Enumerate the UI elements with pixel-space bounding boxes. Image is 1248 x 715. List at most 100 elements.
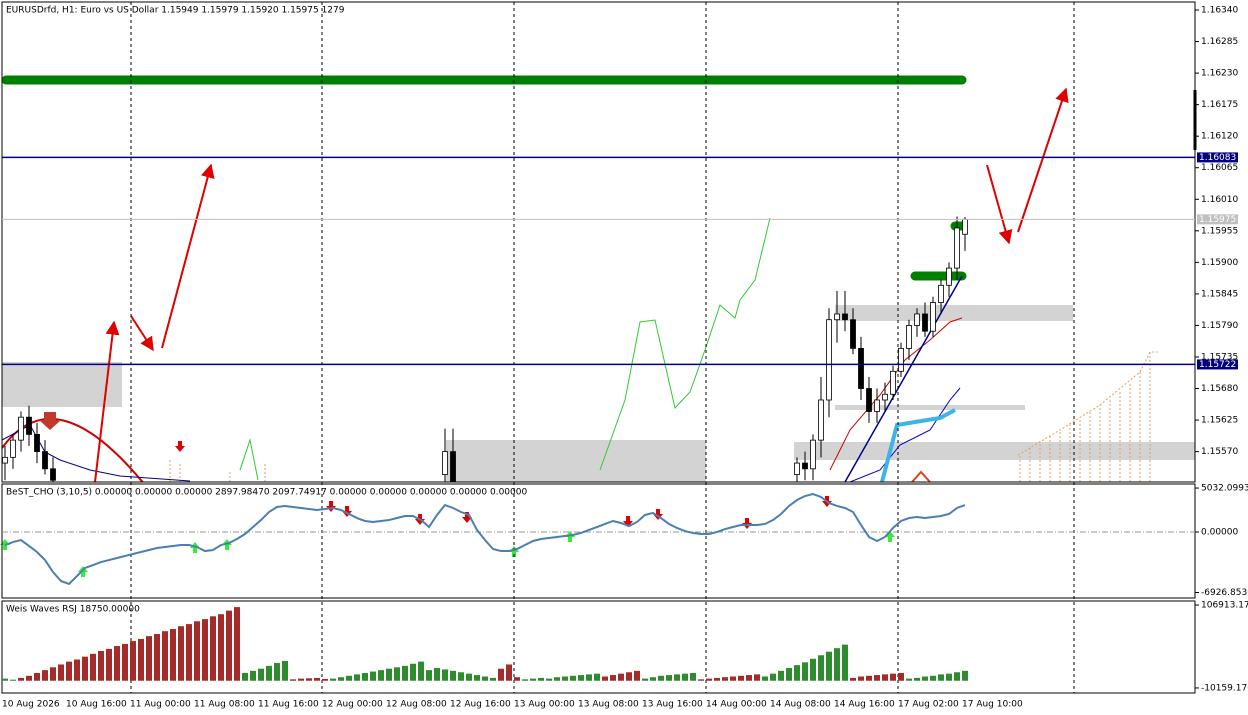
- last-price-tag: [1197, 214, 1238, 225]
- volume-bar: [170, 629, 176, 681]
- zone: [835, 305, 1073, 321]
- volume-bar: [658, 675, 664, 681]
- volume-bar: [178, 626, 184, 681]
- volume-bar: [402, 665, 408, 681]
- volume-bar: [594, 673, 600, 681]
- volume-bar: [810, 658, 816, 681]
- panel-title: EURUSDrfd, H1: Euro vs US Dollar 1.15949…: [6, 6, 345, 16]
- volume-bar: [706, 678, 712, 681]
- volume-bar: [874, 675, 880, 681]
- y-tick-label: 106913.170: [1201, 601, 1248, 611]
- price-series: [2, 216, 968, 482]
- x-tick-label: 14 Aug 00:00: [706, 700, 767, 710]
- volume-bar: [386, 668, 392, 681]
- volume-bar: [146, 636, 152, 681]
- volume-bar: [314, 677, 320, 681]
- price-panel: [1, 1, 1196, 483]
- volume-bar: [298, 678, 304, 681]
- volume-bar: [362, 672, 368, 681]
- volume-bar: [162, 631, 168, 681]
- volume-bar: [378, 670, 384, 681]
- y-tick-label: 0.00000: [1201, 528, 1238, 538]
- volume-bar: [570, 675, 576, 681]
- volume-bar: [602, 676, 608, 681]
- signal-arrow: [39, 412, 61, 430]
- y-tick-label: 1.16010: [1201, 195, 1238, 205]
- x-tick-label: 13 Aug 00:00: [514, 700, 575, 710]
- volume-bar: [42, 670, 48, 681]
- volume-bar: [410, 663, 416, 681]
- volume-bar: [258, 668, 264, 681]
- x-tick-label: 14 Aug 08:00: [770, 700, 831, 710]
- volume-bar: [82, 656, 88, 681]
- volume-bar: [514, 677, 520, 681]
- panel-title: BeST_CHO (3,10,5) 0.00000 0.00000 0.0000…: [6, 488, 527, 498]
- volume-bar: [10, 679, 16, 681]
- volume-bar: [674, 674, 680, 681]
- volume-bar: [290, 679, 296, 681]
- volume-bar: [50, 667, 56, 681]
- candle-body: [34, 434, 40, 453]
- signal-arrow: [911, 470, 931, 482]
- level-label: 1.16083: [1199, 153, 1236, 163]
- candle-body: [890, 370, 896, 395]
- volume-bar: [346, 675, 352, 681]
- candle-body: [26, 416, 32, 435]
- y-tick-label: 1.15845: [1201, 289, 1238, 299]
- volume-bar: [666, 675, 672, 681]
- volume-bar: [394, 667, 400, 681]
- candle-body: [794, 462, 800, 475]
- candle-body: [922, 313, 928, 332]
- volume-bar: [954, 672, 960, 681]
- volume-bar: [106, 648, 112, 681]
- candle-body: [858, 347, 864, 389]
- volume-bar: [210, 616, 216, 681]
- candle-body: [898, 347, 904, 372]
- zone: [835, 405, 1025, 410]
- y-tick-label: 1.16175: [1201, 100, 1238, 110]
- volume-bar: [578, 675, 584, 681]
- volume-bar: [186, 624, 192, 681]
- volume-bar: [946, 673, 952, 681]
- volume-bar: [586, 674, 592, 681]
- candle-body: [818, 399, 824, 441]
- volume-bar: [138, 638, 144, 681]
- volume-bar: [242, 672, 248, 681]
- volume-bar: [498, 668, 504, 681]
- indicator-line: [599, 217, 771, 471]
- zone: [2, 362, 122, 407]
- y-tick-label: 1.15680: [1201, 384, 1238, 394]
- y-tick-label: 1.16065: [1201, 163, 1238, 173]
- volume-bar: [234, 607, 240, 681]
- level-tag: [1197, 152, 1238, 163]
- y-tick-label: 1.16340: [1201, 6, 1238, 16]
- volume-bar: [330, 678, 336, 681]
- level-tag: [1197, 359, 1238, 370]
- volume-bar: [634, 670, 640, 681]
- volume-bar: [770, 673, 776, 681]
- volume-bar: [802, 662, 808, 681]
- x-tick-label: 13 Aug 16:00: [642, 700, 703, 710]
- y-tick-label: 1.15900: [1201, 258, 1238, 268]
- indicator-line: [829, 317, 963, 471]
- volume-bar: [938, 674, 944, 681]
- arrow: [1017, 87, 1069, 233]
- candle-body: [930, 302, 936, 332]
- candle-body: [802, 462, 808, 470]
- candle-body: [50, 468, 56, 481]
- volume-bar: [306, 678, 312, 681]
- candle-body: [42, 451, 48, 470]
- volume-bar: [250, 670, 256, 681]
- cloud: [169, 352, 1151, 482]
- last-price-label: 1.15975: [1199, 215, 1236, 225]
- candle-body: [850, 319, 856, 349]
- volume-bar: [202, 619, 208, 681]
- volume-bar: [66, 661, 72, 681]
- candle-body: [874, 399, 880, 412]
- candle-body: [914, 313, 920, 326]
- volume-bar: [554, 677, 560, 681]
- volume-bar: [506, 664, 512, 681]
- volume-bar: [338, 677, 344, 681]
- x-tick-label: 11 Aug 08:00: [194, 700, 255, 710]
- candle-body: [866, 388, 872, 412]
